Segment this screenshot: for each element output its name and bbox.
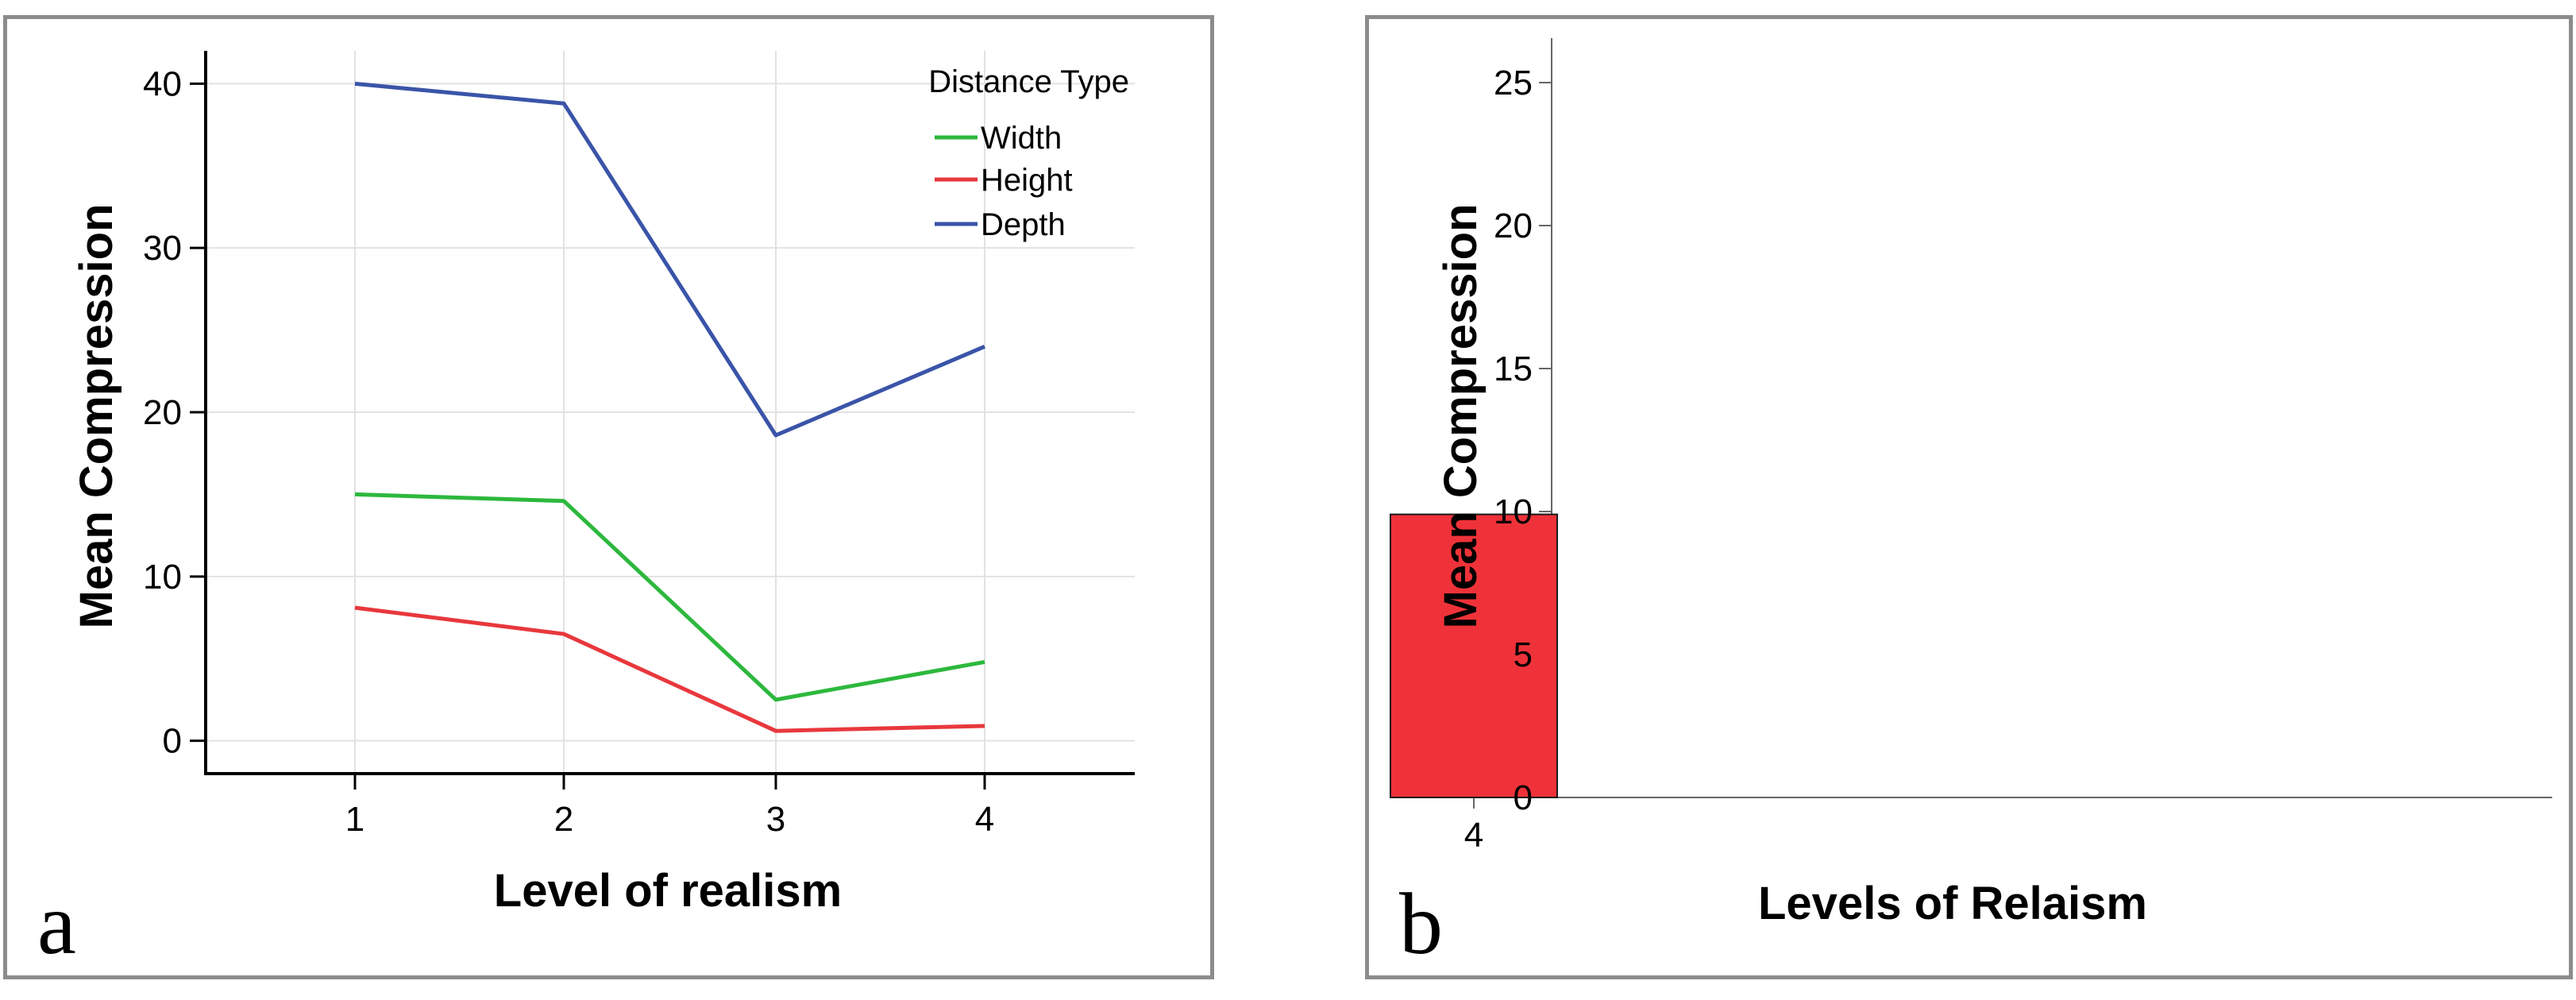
legend-label: Depth — [981, 207, 1066, 242]
y-tick-label: 10 — [143, 558, 182, 597]
y-tick-label: 20 — [1494, 207, 1533, 245]
bars — [1390, 513, 1558, 798]
panel-b: 05101520251234 Levels of Relaism Mean Co… — [1365, 15, 2573, 979]
y-tick-label: 15 — [1494, 349, 1533, 388]
tick-labels: 05101520251234 — [1464, 64, 1533, 855]
panel-a: 0 10 20 30 40 1 2 3 4 Distance Type Width Height D… — [3, 15, 1214, 979]
x-tick-label: 4 — [975, 800, 994, 839]
series-line-depth — [354, 81, 985, 438]
axes — [190, 51, 1135, 790]
y-tick-label: 25 — [1494, 64, 1533, 102]
bar-4 — [1390, 513, 1558, 798]
tick-labels: 0 10 20 30 40 1 2 3 4 — [143, 64, 994, 839]
legend: Distance Type Width Height Depth — [928, 64, 1129, 242]
y-tick-label: 0 — [163, 722, 182, 761]
series-lines — [354, 81, 985, 733]
series-line-height — [354, 605, 985, 733]
panel-letter: a — [37, 875, 76, 972]
legend-title: Distance Type — [928, 64, 1129, 99]
x-tick-label: 2 — [554, 800, 573, 839]
y-tick-label: 0 — [1514, 778, 1533, 817]
bar-chart: 05101520251234 Levels of Relaism Mean Co… — [1390, 38, 2552, 972]
x-axis-title: Levels of Relaism — [1758, 878, 2147, 929]
y-tick-label: 5 — [1514, 635, 1533, 674]
y-tick-label: 40 — [143, 64, 182, 103]
panel-letter: b — [1399, 875, 1443, 972]
x-tick-label: 4 — [1464, 816, 1483, 855]
legend-label: Height — [981, 163, 1073, 198]
legend-label: Width — [981, 121, 1062, 156]
y-axis-title: Mean Compression — [1435, 204, 1487, 629]
y-tick-label: 20 — [143, 393, 182, 432]
y-axis-title: Mean Compression — [71, 204, 122, 629]
x-axis-title: Level of realism — [494, 865, 842, 917]
y-tick-label: 10 — [1494, 492, 1533, 531]
grid — [206, 51, 1135, 774]
series-line-width — [354, 492, 985, 702]
x-tick-label: 1 — [345, 800, 364, 839]
x-tick-label: 3 — [766, 800, 785, 839]
y-tick-label: 30 — [143, 229, 182, 268]
